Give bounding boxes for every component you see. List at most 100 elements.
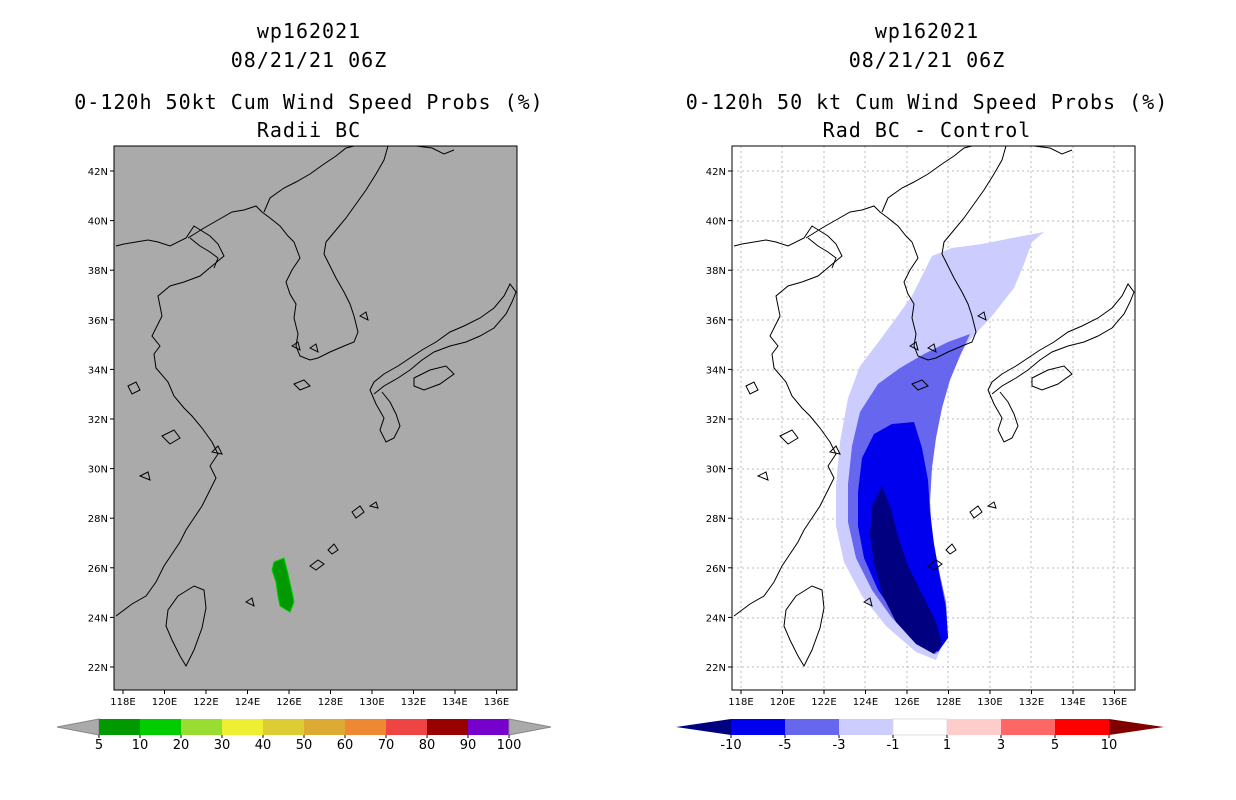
left-storm-id: wp162021 (256, 19, 362, 43)
right-datetime: 08/21/21 06Z (848, 48, 1006, 72)
left-colorbar-label: 40 (255, 738, 272, 753)
right-lat-label: 32N (706, 415, 726, 426)
left-axis-labels: 118E 120E 122E 124E 126E 128E 130E 132E 134E 136E… (88, 167, 509, 708)
right-lon-label: 132E (1019, 697, 1044, 708)
right-product-title: 0-120h 50 kt Cum Wind Speed Probs (%) (685, 90, 1169, 114)
right-lat-label: 40N (706, 217, 726, 228)
right-colorbar-swatch (1001, 719, 1055, 735)
left-colorbar-swatch (99, 719, 140, 735)
left-title-block: wp162021 08/21/21 06Z 0-120h 50kt Cum Wi… (20, 17, 598, 145)
left-lat-label: 40N (88, 217, 108, 228)
right-colorbar-swatch (947, 719, 1001, 735)
left-colorbar-label: 70 (378, 738, 395, 753)
left-lon-label: 124E (235, 697, 260, 708)
left-map (113, 145, 518, 691)
right-lon-label: 136E (1102, 697, 1127, 708)
right-colorbar-low-end (676, 719, 731, 735)
left-colorbar-label: 80 (419, 738, 436, 753)
right-colorbar-label: 10 (1101, 738, 1118, 753)
right-lon-label: 128E (936, 697, 961, 708)
left-lat-label: 28N (88, 514, 108, 525)
left-lat-label: 42N (88, 167, 108, 178)
right-lat-label: 26N (706, 564, 726, 575)
left-lon-label: 126E (276, 697, 301, 708)
left-colorbar-label: 30 (214, 738, 231, 753)
left-colorbar-swatch (222, 719, 263, 735)
right-colorbar-label: 1 (943, 738, 951, 753)
right-lon-label: 124E (853, 697, 878, 708)
right-colorbar-label: -3 (833, 738, 846, 753)
right-lat-label: 22N (706, 663, 726, 674)
left-lon-label: 128E (318, 697, 343, 708)
left-colorbar-swatch (427, 719, 468, 735)
right-lon-label: 118E (728, 697, 753, 708)
left-lat-label: 22N (88, 663, 108, 674)
right-colorbar-high-end (1109, 719, 1164, 735)
left-lon-label: 118E (110, 697, 135, 708)
left-colorbar-label: 20 (173, 738, 190, 753)
left-lon-label: 120E (152, 697, 177, 708)
left-colorbar-label: 5 (95, 738, 103, 753)
left-product-title: 0-120h 50kt Cum Wind Speed Probs (%) (74, 90, 544, 114)
left-subtitle: Radii BC (256, 118, 362, 142)
right-colorbar-swatch (839, 719, 893, 735)
left-colorbar-high-end (508, 718, 552, 736)
right-title-block: wp162021 08/21/21 06Z 0-120h 50 kt Cum W… (638, 17, 1216, 145)
right-lon-label: 122E (811, 697, 836, 708)
left-colorbar-swatch (263, 719, 304, 735)
right-subtitle: Rad BC - Control (822, 118, 1032, 142)
right-colorbar-label: 5 (1051, 738, 1059, 753)
right-lat-label: 30N (706, 465, 726, 476)
left-colorbar-swatch (386, 719, 427, 735)
left-lat-label: 34N (88, 365, 108, 376)
right-colorbar-swatch (785, 719, 839, 735)
right-map-frame (731, 145, 1136, 691)
left-colorbar-swatch (304, 719, 345, 735)
right-lat-label: 34N (706, 365, 726, 376)
right-colorbar-label: -10 (720, 738, 741, 753)
right-lat-label: 42N (706, 167, 726, 178)
right-lon-label: 126E (894, 697, 919, 708)
right-lat-label: 38N (706, 266, 726, 277)
left-lon-label: 132E (401, 697, 426, 708)
right-storm-id: wp162021 (874, 19, 980, 43)
right-colorbar-swatch (892, 718, 948, 736)
left-lon-label: 130E (359, 697, 384, 708)
left-map-frame (113, 145, 518, 691)
left-colorbar-label: 90 (460, 738, 477, 753)
left-colorbar-label: 10 (132, 738, 149, 753)
left-probability-contour (271, 557, 295, 613)
left-lat-label: 36N (88, 316, 108, 327)
left-lat-label: 26N (88, 564, 108, 575)
left-colorbar-swatch (345, 719, 386, 735)
left-colorbar-low-end (56, 718, 100, 736)
left-colorbar-label: 50 (296, 738, 313, 753)
left-lat-label: 32N (88, 415, 108, 426)
right-colorbar-label: 3 (997, 738, 1005, 753)
left-colorbar-swatch (140, 719, 181, 735)
left-colorbar: 5 10 20 30 40 50 60 70 80 90 100 (56, 718, 552, 753)
right-lon-label: 130E (977, 697, 1002, 708)
right-colorbar-label: -5 (779, 738, 792, 753)
right-lon-label: 120E (770, 697, 795, 708)
left-colorbar-label: 100 (497, 738, 522, 753)
right-lat-label: 36N (706, 316, 726, 327)
left-colorbar-swatch (181, 719, 222, 735)
right-diff-darkest (870, 486, 942, 654)
left-lon-label: 136E (484, 697, 509, 708)
left-lon-label: 134E (442, 697, 467, 708)
left-lat-label: 24N (88, 613, 108, 624)
left-map-background (114, 146, 517, 690)
left-lon-label: 122E (193, 697, 218, 708)
right-colorbar-label: -1 (887, 738, 900, 753)
right-lon-label: 134E (1060, 697, 1085, 708)
left-colorbar-swatch (468, 719, 509, 735)
right-axis-labels: 118E 120E 122E 124E 126E 128E 130E 132E 134E 136E… (706, 167, 1127, 708)
left-colorbar-label: 60 (337, 738, 354, 753)
left-lat-label: 38N (88, 266, 108, 277)
right-colorbar-swatch (1055, 719, 1109, 735)
left-datetime: 08/21/21 06Z (230, 48, 388, 72)
right-lat-label: 28N (706, 514, 726, 525)
right-lat-label: 24N (706, 613, 726, 624)
